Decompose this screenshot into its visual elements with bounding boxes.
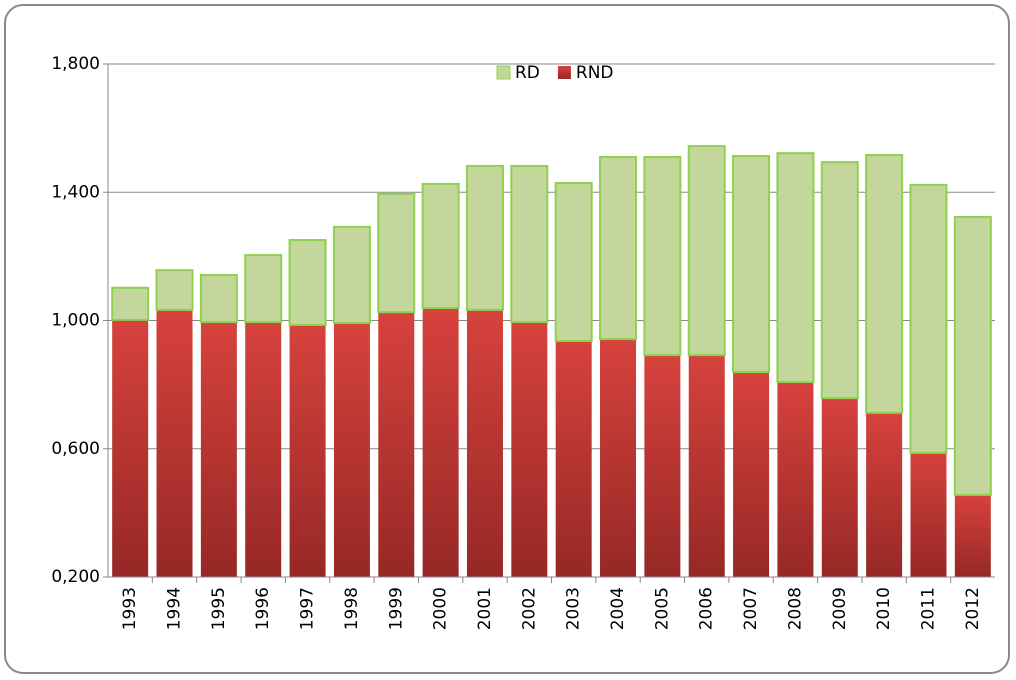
bar-rnd	[600, 339, 637, 577]
bar-rnd	[466, 309, 503, 577]
bar-rnd	[866, 412, 903, 577]
legend-swatch	[496, 65, 511, 80]
bar-rd	[421, 182, 460, 309]
bar-rd	[643, 155, 682, 357]
bar-rd	[820, 161, 859, 400]
bar-rd	[732, 155, 771, 374]
legend-label: RND	[576, 63, 614, 83]
x-tick-label: 2003	[564, 587, 584, 630]
x-tick-label: 1993	[120, 587, 140, 630]
x-tick-label: 2010	[874, 587, 894, 630]
bar-rnd	[555, 341, 592, 577]
bar-rd	[377, 192, 416, 314]
y-tick-label: 0,600	[51, 439, 100, 459]
x-tick-label: 2011	[918, 587, 938, 630]
bar-rnd	[733, 372, 770, 577]
bar-rnd	[289, 324, 326, 577]
bar-rd	[510, 164, 549, 324]
bar-rnd	[156, 309, 193, 577]
bar-rd	[554, 181, 593, 343]
x-tick-label: 2006	[697, 587, 717, 630]
bar-rd	[776, 152, 815, 384]
x-tick-label: 1999	[386, 587, 406, 630]
bar-rd	[687, 145, 726, 357]
x-tick-label: 2007	[741, 587, 761, 630]
bar-rd	[288, 239, 327, 326]
bar-rd	[953, 215, 992, 496]
y-tick-label: 1,800	[51, 54, 100, 74]
x-tick-label: 2008	[785, 587, 805, 630]
y-tick-label: 1,400	[51, 182, 100, 202]
x-tick-label: 2000	[431, 587, 451, 630]
bar-rd	[599, 155, 638, 341]
legend-label: RD	[515, 63, 540, 83]
bar-rd	[465, 164, 504, 311]
bar-rnd	[688, 355, 725, 577]
bar-rnd	[112, 319, 149, 577]
bar-rnd	[511, 322, 548, 577]
bar-rnd	[200, 322, 237, 577]
bar-rd	[244, 254, 283, 324]
x-tick-label: 2002	[519, 587, 539, 630]
bar-rd	[111, 286, 150, 321]
bar-rnd	[821, 398, 858, 577]
x-tick-label: 1998	[342, 587, 362, 630]
x-tick-label: 2004	[608, 587, 628, 630]
bar-rnd	[777, 382, 814, 577]
x-tick-label: 2012	[963, 587, 983, 630]
x-tick-label: 2001	[475, 587, 495, 630]
bar-rnd	[954, 494, 991, 577]
bar-rnd	[422, 307, 459, 577]
x-tick-label: 2005	[652, 587, 672, 630]
bar-rd	[199, 273, 238, 324]
x-tick-label: 1996	[253, 587, 273, 630]
bar-rnd	[245, 322, 282, 577]
x-tick-label: 1995	[209, 587, 229, 630]
x-tick-label: 2009	[830, 587, 850, 630]
bar-rd	[332, 225, 371, 325]
bar-rd	[155, 269, 194, 311]
y-tick-label: 0,200	[51, 567, 100, 587]
x-tick-label: 1994	[165, 587, 185, 630]
bar-rnd	[333, 323, 370, 577]
bar-rnd	[378, 312, 415, 577]
legend-swatch	[557, 66, 571, 79]
x-tick-label: 1997	[298, 587, 318, 630]
bar-rnd	[910, 452, 947, 577]
bar-rd	[909, 183, 948, 454]
bar-rd	[865, 154, 904, 414]
bar-rnd	[644, 355, 681, 577]
y-tick-label: 1,000	[51, 311, 100, 331]
